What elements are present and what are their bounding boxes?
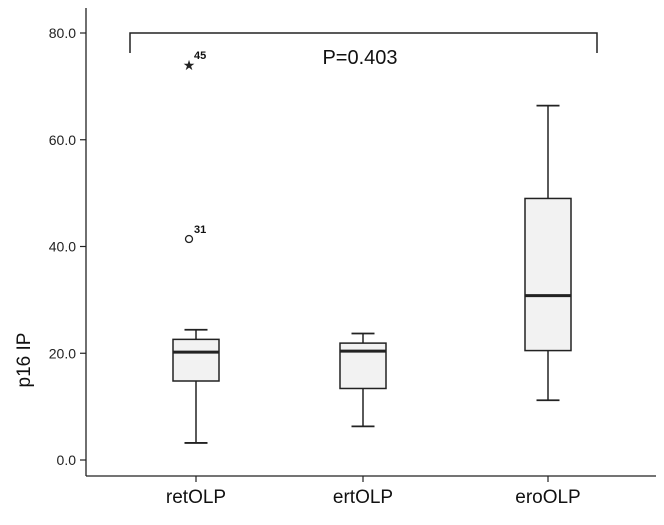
outlier-label: 45 — [194, 50, 206, 62]
x-tick-label: eroOLP — [515, 487, 580, 508]
y-tick-label: 0.0 — [57, 452, 77, 468]
iqr-box — [524, 197, 572, 352]
y-tick-label: 40.0 — [49, 239, 76, 255]
x-axis: retOLP ertOLP eroOLP — [166, 476, 581, 508]
box-ertOLP — [339, 332, 387, 428]
box-retOLP — [172, 328, 220, 444]
outlier-label: 31 — [194, 224, 206, 236]
box-eroOLP — [524, 104, 572, 402]
significance-annotation: P=0.403 — [129, 32, 598, 69]
bracket-line — [129, 32, 598, 53]
outlier-star: ★ — [183, 58, 196, 74]
p-value-label: P=0.403 — [322, 47, 397, 69]
plot-frame — [85, 8, 656, 477]
x-tick-label: retOLP — [166, 487, 226, 508]
y-axis-title: p16 IP — [14, 333, 35, 388]
y-tick-label: 80.0 — [49, 25, 76, 41]
box-group — [172, 104, 572, 444]
y-tick-label: 20.0 — [49, 345, 76, 361]
x-tick-label: ertOLP — [333, 487, 393, 508]
outlier-group: 31 ★45 — [183, 50, 206, 244]
y-tick-label: 60.0 — [49, 132, 76, 148]
y-axis: 0.0 20.0 40.0 60.0 80.0 — [49, 25, 86, 468]
outlier-circle — [184, 234, 194, 244]
iqr-box — [172, 338, 220, 382]
